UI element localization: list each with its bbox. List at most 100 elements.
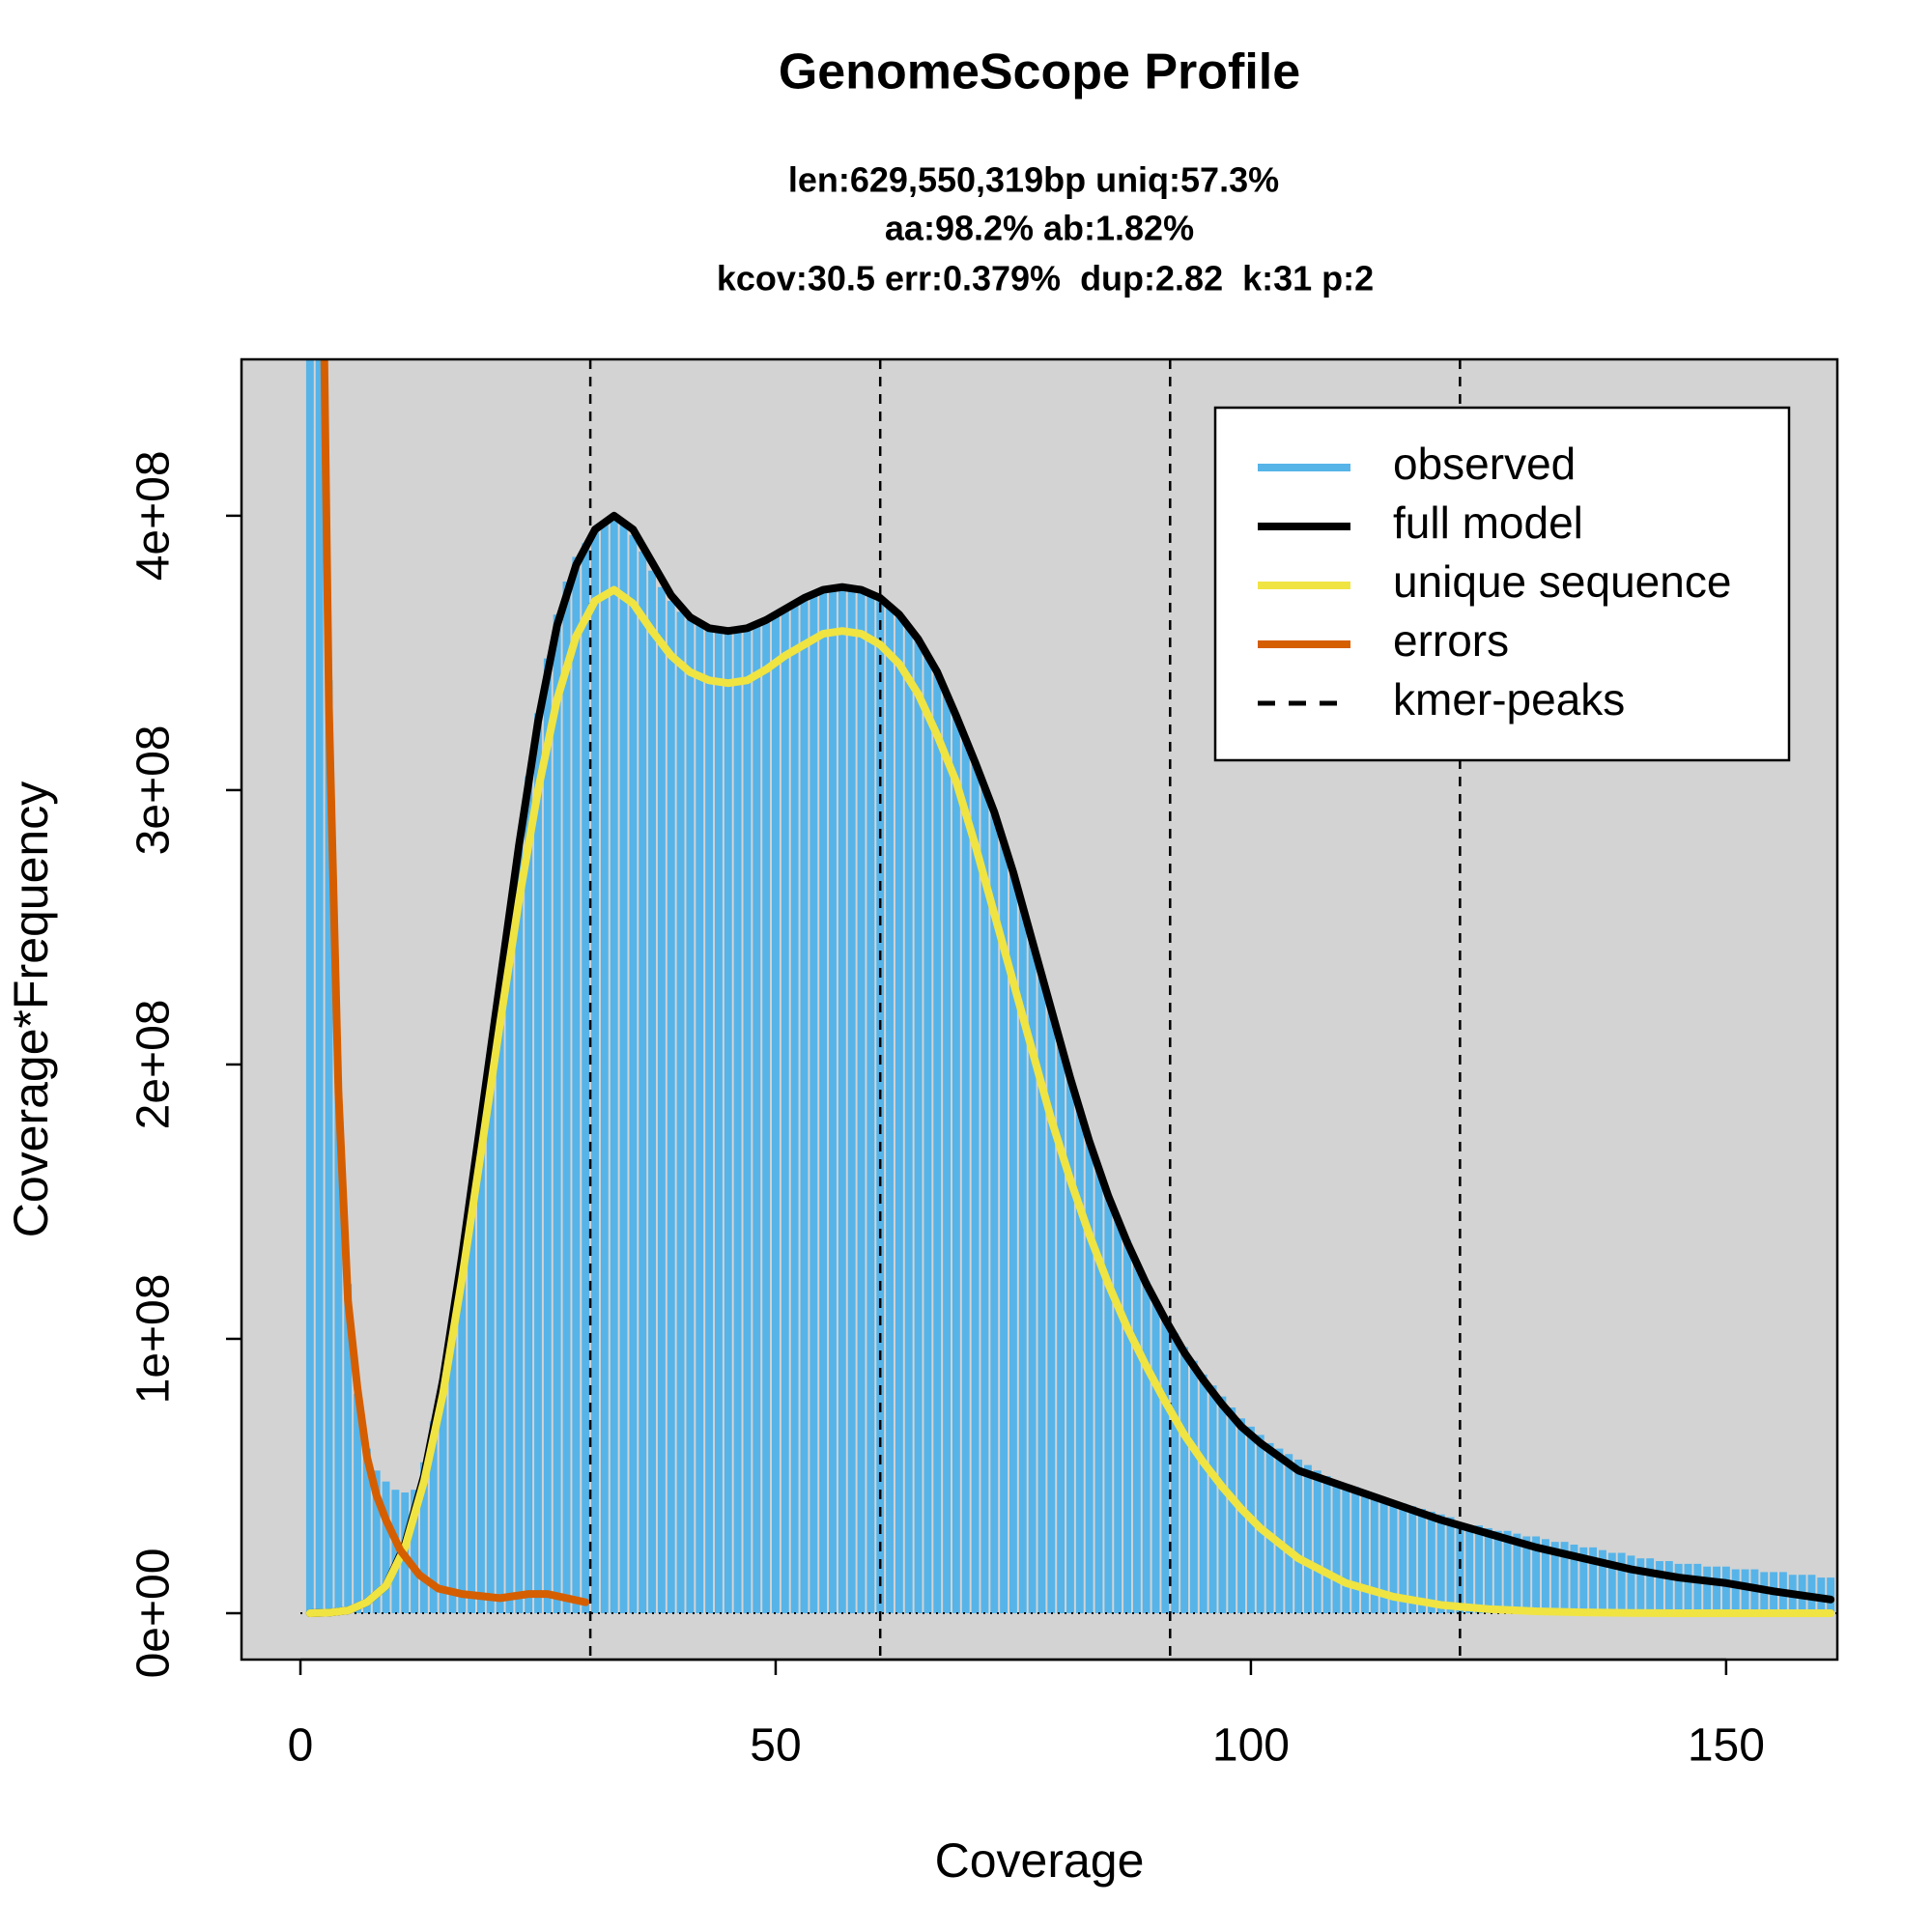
- histogram-bar: [1493, 1530, 1502, 1613]
- histogram-bar: [1009, 872, 1017, 1613]
- histogram-bar: [1057, 1042, 1065, 1613]
- histogram-bar: [1599, 1549, 1606, 1613]
- histogram-bar: [1370, 1494, 1378, 1613]
- histogram-bar: [961, 737, 970, 1613]
- histogram-bar: [543, 658, 552, 1613]
- histogram-bar: [676, 611, 685, 1613]
- legend-label: errors: [1393, 615, 1509, 666]
- histogram-bar: [1123, 1239, 1131, 1613]
- histogram-bar: [980, 787, 989, 1613]
- histogram-bar: [639, 551, 647, 1613]
- histogram-bar: [515, 844, 524, 1613]
- histogram-bar: [525, 776, 533, 1613]
- histogram-bar: [1627, 1555, 1635, 1613]
- legend-label: unique sequence: [1393, 556, 1731, 607]
- histogram-bar: [334, 1092, 343, 1613]
- histogram-bar: [591, 529, 599, 1613]
- histogram-bar: [1351, 1487, 1360, 1613]
- histogram-bar: [1731, 1569, 1740, 1613]
- histogram-bar: [1693, 1563, 1702, 1613]
- histogram-bar: [743, 628, 752, 1613]
- histogram-bar: [496, 995, 504, 1613]
- histogram-bar: [1484, 1527, 1492, 1613]
- histogram-bar: [667, 600, 675, 1613]
- histogram-bar: [1713, 1566, 1720, 1613]
- histogram-bar: [1656, 1561, 1663, 1613]
- histogram-bar: [686, 619, 695, 1613]
- histogram-bar: [1827, 1577, 1835, 1613]
- histogram-bar: [354, 1393, 361, 1613]
- histogram-bar: [572, 556, 581, 1613]
- histogram-bar: [781, 609, 789, 1613]
- histogram-bar: [1218, 1396, 1227, 1613]
- histogram-bar: [1066, 1078, 1074, 1613]
- histogram-bar: [1322, 1475, 1331, 1613]
- histogram-bar: [1674, 1563, 1683, 1613]
- histogram-bar: [867, 592, 875, 1613]
- histogram-bar: [1104, 1196, 1113, 1613]
- histogram-bar: [886, 606, 894, 1613]
- histogram-bar: [448, 1333, 457, 1613]
- histogram-bar: [553, 614, 561, 1613]
- histogram-bar: [648, 570, 656, 1613]
- histogram-bar: [1228, 1406, 1236, 1613]
- histogram-bar: [914, 639, 923, 1613]
- histogram-bar: [458, 1278, 467, 1613]
- histogram-bar: [1332, 1481, 1341, 1613]
- histogram-bar: [419, 1462, 428, 1613]
- model-line: [305, 585, 1835, 1617]
- histogram-bar: [1114, 1218, 1122, 1613]
- legend-label: kmer-peaks: [1393, 674, 1625, 724]
- histogram-bar: [1389, 1500, 1398, 1613]
- histogram-bar: [1560, 1542, 1569, 1613]
- histogram-bar: [439, 1379, 447, 1613]
- histogram-bar: [943, 694, 952, 1613]
- histogram-bar: [1513, 1533, 1521, 1613]
- histogram-bar: [1161, 1317, 1170, 1613]
- histogram-bar: [1408, 1506, 1417, 1613]
- histogram-bar: [1275, 1448, 1284, 1613]
- histogram-bar: [315, 359, 324, 1613]
- histogram-bar: [1550, 1542, 1559, 1613]
- legend-label: full model: [1393, 497, 1583, 548]
- plot-area: [300, 359, 1837, 1660]
- histogram-bar: [1313, 1470, 1321, 1613]
- histogram-bar: [1047, 1009, 1056, 1613]
- histogram-bar: [819, 589, 828, 1613]
- histogram-bar: [1542, 1539, 1549, 1613]
- histogram-bar: [714, 631, 723, 1613]
- histogram-bar: [990, 811, 999, 1613]
- histogram-bar: [772, 614, 780, 1613]
- histogram-bar: [895, 614, 903, 1613]
- subtitle: len:629,550,319bp uniq:57.3%: [788, 160, 1279, 200]
- histogram-bar: [1142, 1281, 1151, 1613]
- histogram-bar: [1721, 1566, 1730, 1613]
- histogram-bar: [800, 598, 809, 1613]
- histogram-bar: [1361, 1492, 1369, 1613]
- histogram-bar: [1085, 1141, 1094, 1613]
- histogram-bar: [1589, 1547, 1598, 1613]
- histogram-bar: [1342, 1484, 1350, 1613]
- subtitle: aa:98.2% ab:1.82%: [885, 209, 1194, 248]
- chart-title: GenomeScope Profile: [779, 44, 1300, 100]
- histogram-bar: [933, 671, 942, 1613]
- histogram-bar: [1522, 1536, 1531, 1613]
- y-tick-label: 0e+00: [128, 1548, 180, 1679]
- subtitle: kcov:30.5 err:0.379% dup:2.82 k:31 p:2: [717, 259, 1374, 298]
- histogram-bar: [1617, 1552, 1626, 1613]
- histogram-bar: [733, 631, 742, 1613]
- histogram-bar: [629, 534, 638, 1613]
- histogram-bar: [1094, 1168, 1103, 1613]
- histogram-bar: [1741, 1569, 1749, 1613]
- histogram-bar: [1570, 1544, 1578, 1613]
- x-tick-label: 150: [1688, 1720, 1765, 1772]
- model-line: [320, 359, 590, 1606]
- x-axis-label: Coverage: [935, 1833, 1145, 1888]
- histogram-bar: [619, 521, 628, 1613]
- histogram-bar: [829, 586, 837, 1613]
- histogram-bar: [411, 1490, 419, 1613]
- histogram-bar: [1000, 841, 1009, 1613]
- histogram-bar: [362, 1448, 371, 1613]
- histogram-bar: [857, 589, 866, 1613]
